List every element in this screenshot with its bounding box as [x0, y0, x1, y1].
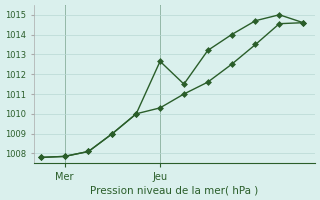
X-axis label: Pression niveau de la mer( hPa ): Pression niveau de la mer( hPa ) — [90, 185, 259, 195]
